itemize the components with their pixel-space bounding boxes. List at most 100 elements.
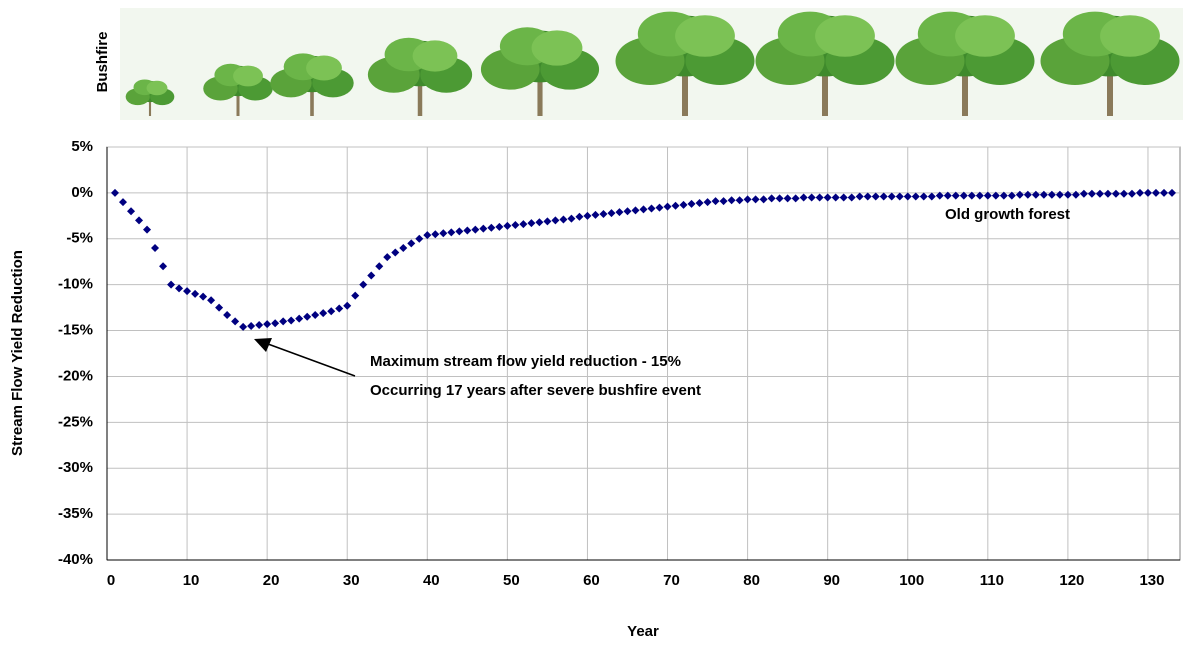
x-tick-label: 30 — [343, 572, 360, 589]
x-tick-label: 60 — [583, 572, 600, 589]
data-point — [439, 229, 448, 238]
data-point — [719, 197, 728, 206]
data-point — [783, 194, 792, 203]
x-tick-label: 130 — [1139, 572, 1164, 589]
data-point — [111, 188, 120, 197]
data-point — [967, 191, 976, 200]
y-tick-label: 5% — [71, 138, 93, 155]
data-point — [383, 253, 392, 262]
data-point — [375, 262, 384, 271]
data-point — [903, 192, 912, 201]
data-point — [303, 312, 312, 321]
y-tick-label: -25% — [58, 413, 93, 430]
data-point — [1103, 189, 1112, 198]
data-point — [207, 296, 216, 305]
data-point — [655, 203, 664, 212]
tree-crown — [1100, 15, 1160, 57]
data-point — [223, 310, 232, 319]
data-point — [231, 317, 240, 326]
x-tick-label: 110 — [980, 572, 1004, 589]
data-point — [791, 194, 800, 203]
tree-trunk — [148, 100, 152, 116]
tree-crown — [531, 30, 583, 66]
data-point — [671, 201, 680, 210]
data-point — [607, 209, 616, 218]
data-point — [247, 321, 256, 330]
arrow-line — [267, 343, 356, 377]
data-point — [855, 192, 864, 201]
data-point — [559, 215, 568, 224]
data-point — [935, 191, 944, 200]
y-tick-label: -40% — [58, 551, 93, 568]
data-point — [543, 217, 552, 226]
data-point — [703, 198, 712, 207]
tree-trunk — [962, 71, 968, 116]
data-point — [199, 292, 208, 301]
x-tick-label: 10 — [183, 572, 200, 589]
data-point — [415, 234, 424, 243]
tree-crown — [955, 15, 1015, 57]
tree-crown — [146, 80, 168, 96]
data-point — [143, 225, 152, 234]
data-point — [1007, 191, 1016, 200]
y-tick-label: -35% — [58, 505, 93, 522]
data-point — [767, 194, 776, 203]
tree-trunk — [236, 93, 240, 116]
y-tick-label: -15% — [58, 322, 93, 339]
data-point — [511, 221, 520, 230]
data-point — [975, 191, 984, 200]
data-point — [615, 208, 624, 217]
data-point — [1127, 189, 1136, 198]
data-point — [839, 193, 848, 202]
tree-trunk — [682, 71, 688, 116]
tree-crown — [815, 15, 875, 57]
y-axis-label: Stream Flow Yield Reduction — [9, 250, 26, 456]
data-point — [863, 192, 872, 201]
data-point — [1111, 189, 1120, 198]
data-point — [319, 309, 328, 318]
data-point — [135, 216, 144, 225]
x-tick-label: 80 — [743, 572, 760, 589]
data-point — [151, 243, 160, 252]
data-point — [759, 195, 768, 204]
data-point — [1151, 188, 1160, 197]
data-point — [895, 192, 904, 201]
tree-trunk — [537, 77, 543, 116]
x-tick-label: 120 — [1059, 572, 1084, 589]
data-point — [119, 198, 128, 207]
tree-trunk — [310, 89, 314, 116]
data-point — [463, 226, 472, 235]
data-point — [751, 195, 760, 204]
data-point — [1047, 190, 1056, 199]
y-tick-label: -5% — [66, 230, 93, 247]
data-point — [471, 225, 480, 234]
arrow-head — [254, 338, 272, 352]
data-point — [327, 307, 336, 316]
data-point — [351, 291, 360, 300]
data-point — [799, 193, 808, 202]
tree-crown — [675, 15, 735, 57]
data-point — [191, 289, 200, 298]
data-point — [879, 192, 888, 201]
data-point — [815, 193, 824, 202]
data-point — [1135, 188, 1144, 197]
data-point — [391, 248, 400, 257]
data-point — [1063, 190, 1072, 199]
data-point — [951, 191, 960, 200]
data-point — [599, 209, 608, 218]
data-point — [911, 192, 920, 201]
data-point — [311, 310, 320, 319]
tree-crown — [306, 55, 342, 81]
data-point — [215, 303, 224, 312]
data-point — [295, 314, 304, 323]
data-point — [1015, 190, 1024, 199]
annotation: Old growth forest — [945, 206, 1070, 223]
x-tick-label: 20 — [263, 572, 280, 589]
tree-row — [125, 11, 1180, 116]
data-point — [1095, 189, 1104, 198]
data-point — [359, 280, 368, 289]
data-point — [623, 207, 632, 216]
data-point — [887, 192, 896, 201]
data-point — [263, 320, 272, 329]
